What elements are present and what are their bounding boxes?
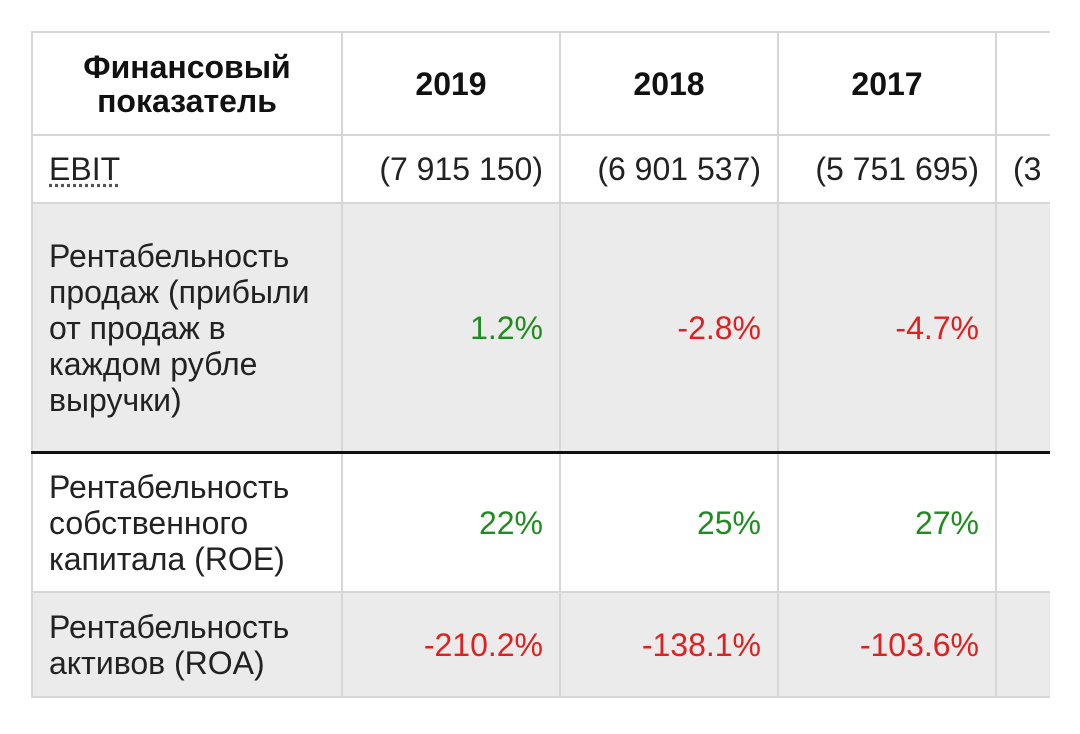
ebit-value-2017: (5 751 695) xyxy=(777,134,997,204)
table-header-row: Финансовый показатель 2019 2018 2017 xyxy=(31,31,1050,136)
header-year-2018: 2018 xyxy=(559,31,779,136)
ebit-value-2019: (7 915 150) xyxy=(341,134,561,204)
header-year-2019: 2019 xyxy=(341,31,561,136)
table-row-return-on-sales: Рентабельность продаж (прибыли от продаж… xyxy=(31,202,1050,454)
financial-indicators-table: Финансовый показатель 2019 2018 2017 EBI… xyxy=(31,31,1050,698)
row-label-roa: Рентабельность активов (ROA) xyxy=(31,591,343,698)
return-on-sales-2019: 1.2% xyxy=(341,202,561,454)
row-label-roe: Рентабельность собственного капитала (RO… xyxy=(31,451,343,593)
roe-cut xyxy=(995,451,1050,593)
return-on-sales-cut xyxy=(995,202,1050,454)
table-viewport[interactable]: Финансовый показатель 2019 2018 2017 EBI… xyxy=(0,0,1050,734)
roa-cut xyxy=(995,591,1050,698)
table-row-roe: Рентабельность собственного капитала (RO… xyxy=(31,451,1050,593)
header-year-cut xyxy=(995,31,1050,136)
ebit-value-cut: (3 xyxy=(995,134,1050,204)
roa-2019: -210.2% xyxy=(341,591,561,698)
ebit-value-2018: (6 901 537) xyxy=(559,134,779,204)
table-row-ebit: EBIT (7 915 150) (6 901 537) (5 751 695)… xyxy=(31,134,1050,204)
header-indicator-label: Финансовый показатель xyxy=(31,31,343,136)
return-on-sales-2018: -2.8% xyxy=(559,202,779,454)
header-year-2017: 2017 xyxy=(777,31,997,136)
roa-2018: -138.1% xyxy=(559,591,779,698)
table-row-roa: Рентабельность активов (ROA) -210.2% -13… xyxy=(31,591,1050,698)
roa-2017: -103.6% xyxy=(777,591,997,698)
row-label-ebit: EBIT xyxy=(31,134,343,204)
row-label-return-on-sales: Рентабельность продаж (прибыли от продаж… xyxy=(31,202,343,454)
ebit-abbreviation[interactable]: EBIT xyxy=(49,151,121,187)
roe-2019: 22% xyxy=(341,451,561,593)
roe-2017: 27% xyxy=(777,451,997,593)
return-on-sales-2017: -4.7% xyxy=(777,202,997,454)
roe-2018: 25% xyxy=(559,451,779,593)
